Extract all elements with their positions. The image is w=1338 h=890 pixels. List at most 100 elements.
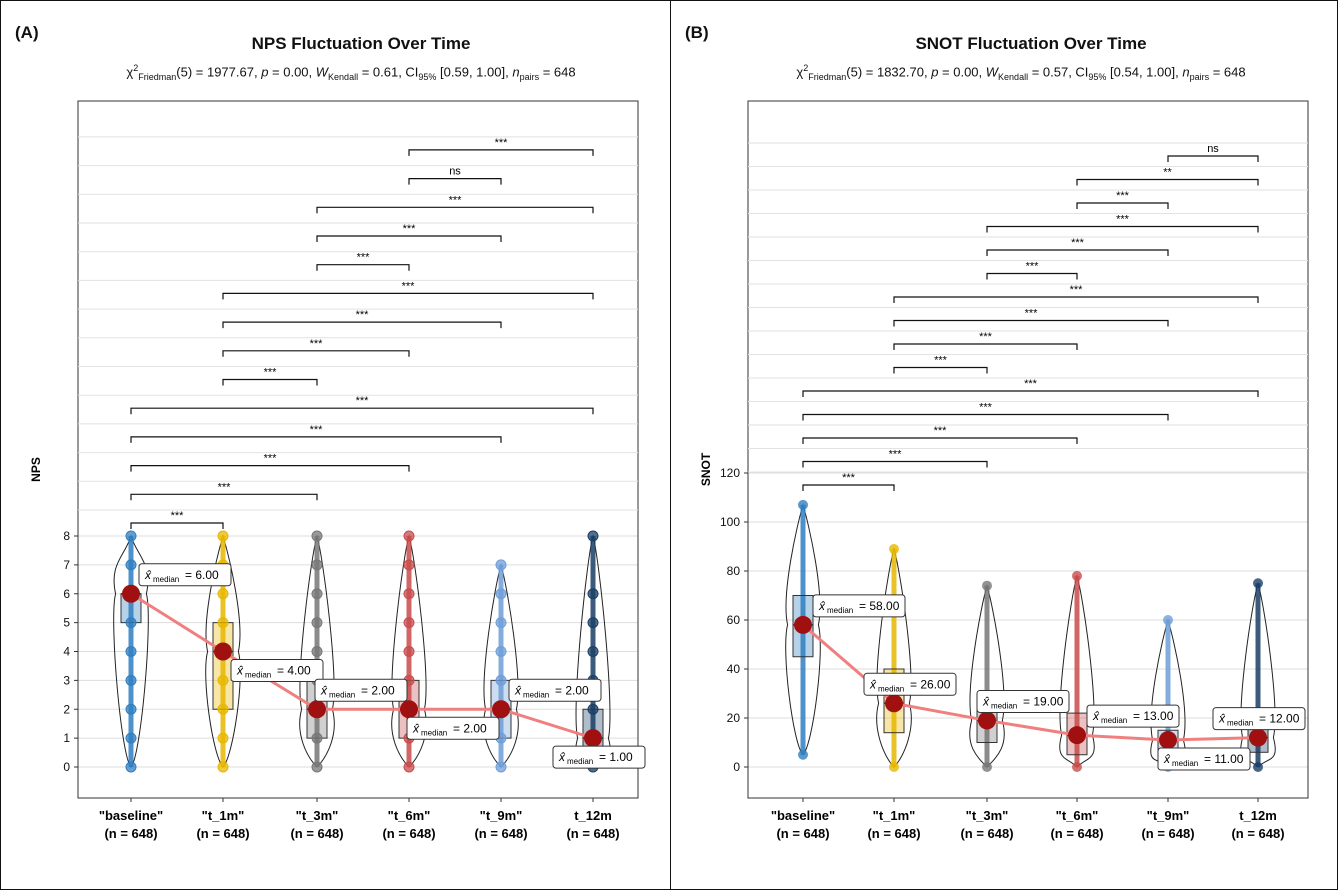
median-label-value: = 11.00 <box>1204 752 1244 766</box>
subtitle-stat: (5) = 1832.70, <box>846 64 932 80</box>
comparison-bracket <box>130 436 502 443</box>
panel-b: 0 20 40 60 80 100 120 SNOT "baseline" (n = 648) "t… <box>671 1 1338 889</box>
data-point <box>125 617 137 629</box>
data-point <box>217 674 229 686</box>
median-label-subscript: median <box>991 701 1017 710</box>
median-trend-line <box>130 592 594 740</box>
median-point <box>584 729 602 748</box>
y-tick-label: 8 <box>63 529 70 543</box>
comparison-label: *** <box>1026 261 1040 273</box>
comparison-bracket <box>222 350 410 357</box>
median-label-subscript: median <box>1172 759 1198 768</box>
comparison-label: *** <box>310 338 324 350</box>
median-label-value: = 2.00 <box>361 683 395 697</box>
comparison-bracket <box>316 206 594 214</box>
comparison-bracket <box>222 378 318 386</box>
median-label: x̂ median = 2.00 <box>406 716 500 740</box>
median-label: x̂ median = 2.00 <box>508 678 602 702</box>
median-label-box <box>552 745 646 769</box>
x-tick-sample-size: (n = 648) <box>196 826 249 841</box>
median-label-value: = 19.00 <box>1023 694 1064 708</box>
median-label-symbol: x̂ <box>818 599 826 613</box>
data-point <box>217 761 229 773</box>
comparison-bracket <box>408 149 594 156</box>
panel-label: (B) <box>685 23 709 42</box>
x-tick-label: "t_6m" <box>1056 808 1099 823</box>
comparison-label: *** <box>1024 378 1038 390</box>
median-point <box>1068 726 1086 745</box>
chart-title: SNOT Fluctuation Over Time <box>915 34 1147 53</box>
median-label-subscript: median <box>421 728 447 737</box>
data-point <box>1072 570 1082 581</box>
data-point <box>311 559 323 571</box>
comparison-label: *** <box>356 395 370 407</box>
comparison-bracket <box>130 465 410 472</box>
x-tick-sample-size: (n = 648) <box>1231 826 1284 841</box>
comparison-bracket <box>986 225 1259 233</box>
comparison-label: *** <box>889 449 903 461</box>
y-tick-label: 100 <box>720 515 740 529</box>
comparison-bracket <box>893 296 1259 303</box>
median-label-value: = 13.00 <box>1133 709 1174 723</box>
data-point <box>798 499 808 510</box>
median-label-box <box>314 678 408 702</box>
y-tick-label: 3 <box>63 673 70 687</box>
median-label-value: = 2.00 <box>453 721 487 735</box>
median-point <box>400 700 418 719</box>
median-label-subscript: median <box>245 671 271 680</box>
median-label-box <box>812 594 906 618</box>
data-point <box>495 761 507 773</box>
data-point <box>125 559 137 571</box>
data-point <box>125 761 137 773</box>
comparison-bracket <box>986 272 1078 280</box>
comparison-bracket <box>802 460 988 468</box>
median-point <box>1159 731 1177 750</box>
comparison-label: *** <box>1116 190 1130 202</box>
comparison-label: ns <box>1207 143 1219 155</box>
subtitle-w-sub: Kendall <box>998 71 1029 82</box>
data-point <box>495 617 507 629</box>
x-tick-sample-size: (n = 648) <box>776 826 829 841</box>
y-tick-label: 7 <box>63 558 70 572</box>
comparison-bracket <box>1076 178 1259 186</box>
median-label-subscript: median <box>1227 719 1253 728</box>
subtitle-n-sub: pairs <box>1189 71 1210 82</box>
comparison-bracket <box>316 264 410 271</box>
comparison-label: *** <box>979 331 993 343</box>
median-point <box>214 642 232 661</box>
median-label-box <box>1157 747 1251 771</box>
median-label-box <box>406 716 500 740</box>
data-point <box>1072 762 1082 772</box>
median-label-subscript: median <box>1101 716 1127 725</box>
subtitle-p-value: = 0.00, <box>938 64 986 80</box>
box <box>212 622 234 710</box>
data-point <box>403 588 415 600</box>
median-label-value: = 4.00 <box>277 664 311 678</box>
median-label-subscript: median <box>878 684 904 693</box>
data-point <box>889 543 899 554</box>
x-tick-label: "t_1m" <box>873 808 916 823</box>
chart-subtitle: χ2Friedman(5) = 1977.67, p = 0.00, WKend… <box>31 63 671 82</box>
subtitle-p-label: p <box>931 64 939 80</box>
median-label: x̂ median = 26.00 <box>863 672 957 696</box>
x-tick-sample-size: (n = 648) <box>474 826 527 841</box>
median-label-box <box>1086 704 1180 728</box>
y-tick-label: 20 <box>727 711 741 725</box>
median-label: x̂ median = 1.00 <box>552 745 646 769</box>
comparison-label: *** <box>402 280 416 292</box>
median-point <box>1249 728 1267 747</box>
subtitle-chi-sup: 2 <box>803 63 809 73</box>
comparison-label: *** <box>264 367 278 379</box>
comparison-bracket <box>1167 155 1259 162</box>
median-label-symbol: x̂ <box>982 694 990 708</box>
data-point <box>889 762 899 772</box>
comparison-label: *** <box>1025 308 1039 320</box>
median-label: x̂ median = 12.00 <box>1212 707 1306 731</box>
data-point <box>495 646 507 657</box>
median-label: x̂ median = 4.00 <box>230 659 324 682</box>
subtitle-stat: (5) = 1977.67, <box>176 64 262 80</box>
y-axis-label: NPS <box>29 457 43 482</box>
comparison-bracket <box>893 319 1169 327</box>
comparison-label: *** <box>356 309 370 321</box>
